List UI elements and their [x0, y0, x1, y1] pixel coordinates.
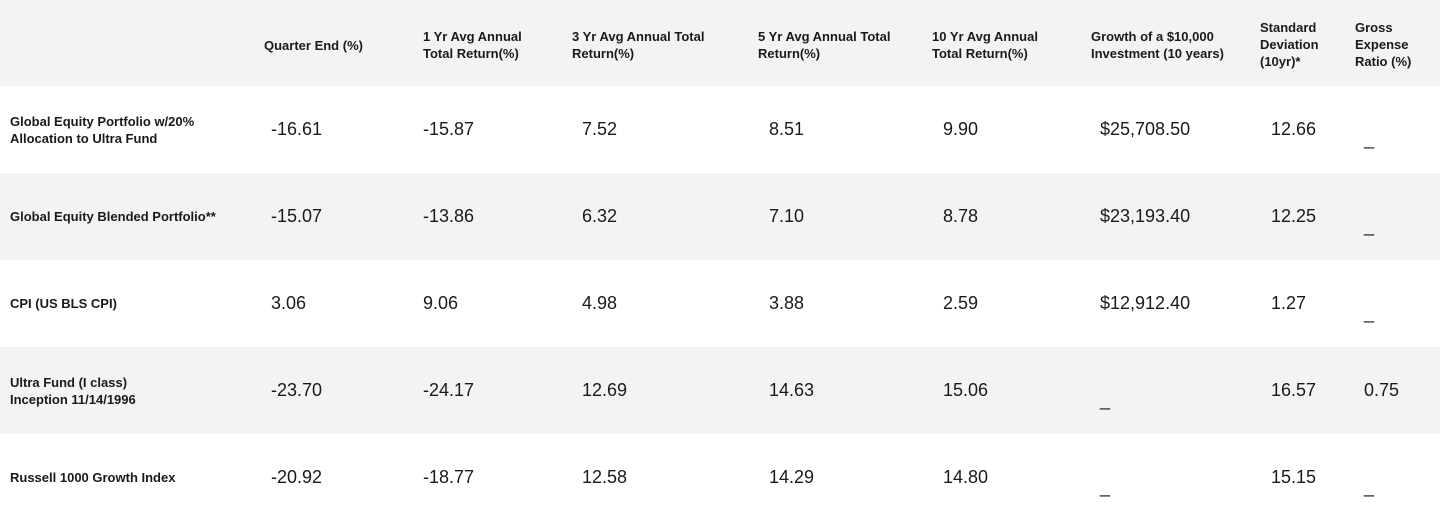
table-cell: -15.07 — [271, 206, 323, 226]
table-cell: 8.78 — [943, 206, 979, 226]
table-cell: 8.51 — [769, 119, 805, 139]
table-cell: 14.80 — [943, 467, 989, 487]
table-cell: 9.90 — [943, 119, 979, 139]
table-cell: 12.69 — [582, 380, 628, 400]
table-cell: 4.98 — [582, 293, 618, 313]
table-cell: _ — [1364, 129, 1375, 149]
row-label: CPI (US BLS CPI) — [10, 260, 250, 347]
table-cell: 9.06 — [423, 293, 459, 313]
header-gross-expense-ratio: Gross Expense Ratio (%) — [1355, 20, 1412, 69]
table-cell: 2.59 — [943, 293, 979, 313]
row-label-line: Ultra Fund (I class) — [10, 374, 128, 390]
header-1yr-return: 1 Yr Avg Annual Total Return(%) — [423, 29, 522, 61]
table-cell: _ — [1100, 477, 1111, 497]
table-cell: _ — [1100, 390, 1111, 410]
table-row: Ultra Fund (I class) Inception 11/14/1996… — [0, 347, 1440, 434]
header-5yr-return: 5 Yr Avg Annual Total Return(%) — [758, 29, 891, 61]
table-cell: 12.25 — [1271, 206, 1317, 226]
table-cell: $12,912.40 — [1100, 293, 1191, 313]
table-cell: 16.57 — [1271, 380, 1317, 400]
table-cell: 1.27 — [1271, 293, 1307, 313]
header-standard-deviation: Standard Deviation (10yr)* — [1260, 20, 1319, 69]
header-10yr-return: 10 Yr Avg Annual Total Return(%) — [932, 29, 1038, 61]
table-cell: 15.15 — [1271, 467, 1317, 487]
table-cell: 3.06 — [271, 293, 307, 313]
row-label-line: Inception 11/14/1996 — [10, 391, 136, 407]
header-quarter-end: Quarter End (%) — [264, 38, 363, 53]
table-cell: 12.58 — [582, 467, 628, 487]
table-row: Global Equity Blended Portfolio** -15.07 -… — [0, 173, 1440, 260]
table-cell: $25,708.50 — [1100, 119, 1191, 139]
table-cell: 7.10 — [769, 206, 805, 226]
table-cell: 12.66 — [1271, 119, 1317, 139]
table-cell: -16.61 — [271, 119, 323, 139]
table-row: Global Equity Portfolio w/20% Allocation … — [0, 86, 1440, 173]
header-3yr-return: 3 Yr Avg Annual Total Return(%) — [572, 29, 705, 61]
row-label-line: Global Equity Blended Portfolio** — [10, 209, 216, 224]
table-row: CPI (US BLS CPI) 3.06 9.06 4.98 3.88 2.59 $12,… — [0, 260, 1440, 347]
table-cell: 14.29 — [769, 467, 815, 487]
row-label: Global Equity Portfolio w/20% Allocation … — [10, 86, 250, 173]
row-label-line: Allocation to Ultra Fund — [10, 130, 158, 146]
table-cell: 3.88 — [769, 293, 805, 313]
header-growth-10000: Growth of a $10,000 Investment (10 years) — [1091, 29, 1224, 61]
table-row: Russell 1000 Growth Index -20.92 -18.77 12.… — [0, 434, 1440, 521]
table-cell: -15.87 — [423, 119, 475, 139]
table-cell: _ — [1364, 477, 1375, 497]
row-label: Global Equity Blended Portfolio** — [10, 173, 250, 260]
table-cell: 7.52 — [582, 119, 618, 139]
table-cell: 6.32 — [582, 206, 618, 226]
table-cell: _ — [1364, 216, 1375, 236]
table-cell: 0.75 — [1364, 380, 1400, 400]
table-header: Quarter End (%) 1 Yr Avg Annual Total Ret… — [0, 0, 1440, 86]
row-label-line: Global Equity Portfolio w/20% — [10, 113, 195, 129]
row-label-line: Russell 1000 Growth Index — [10, 470, 176, 485]
table-cell: _ — [1364, 303, 1375, 323]
table-cell: 15.06 — [943, 380, 989, 400]
table-cell: -23.70 — [271, 380, 323, 400]
table-cell: -13.86 — [423, 206, 475, 226]
row-label: Ultra Fund (I class) Inception 11/14/1996 — [10, 347, 250, 434]
table-cell: -24.17 — [423, 380, 475, 400]
table-cell: $23,193.40 — [1100, 206, 1191, 226]
row-label: Russell 1000 Growth Index — [10, 434, 250, 521]
table-cell: -18.77 — [423, 467, 475, 487]
table-cell: 14.63 — [769, 380, 815, 400]
row-label-line: CPI (US BLS CPI) — [10, 296, 117, 311]
table-cell: -20.92 — [271, 467, 323, 487]
